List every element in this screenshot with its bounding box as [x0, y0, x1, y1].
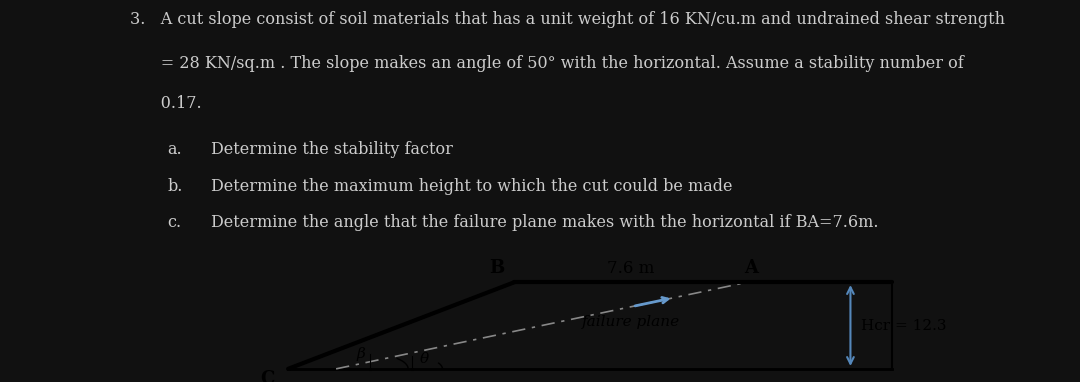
Text: θ: θ [420, 352, 429, 366]
Text: A: A [744, 259, 758, 277]
Text: a.: a. [167, 141, 183, 159]
Text: c.: c. [167, 214, 181, 231]
Text: Determine the stability factor: Determine the stability factor [211, 141, 453, 159]
Text: = 28 KN/sq.m . The slope makes an angle of 50° with the horizontal. Assume a sta: = 28 KN/sq.m . The slope makes an angle … [130, 55, 963, 73]
Text: C: C [260, 370, 274, 382]
Text: β: β [356, 347, 365, 361]
Text: 3.   A cut slope consist of soil materials that has a unit weight of 16 KN/cu.m : 3. A cut slope consist of soil materials… [130, 11, 1004, 29]
Text: failure plane: failure plane [582, 315, 680, 329]
Text: Determine the maximum height to which the cut could be made: Determine the maximum height to which th… [211, 178, 732, 195]
Text: 7.6 m: 7.6 m [607, 261, 654, 277]
Text: b.: b. [167, 178, 183, 195]
Text: 0.17.: 0.17. [130, 96, 201, 113]
Text: Determine the angle that the failure plane makes with the horizontal if BA=7.6m.: Determine the angle that the failure pla… [211, 214, 878, 231]
Text: B: B [489, 259, 504, 277]
Text: Hcr = 12.3: Hcr = 12.3 [861, 319, 946, 332]
